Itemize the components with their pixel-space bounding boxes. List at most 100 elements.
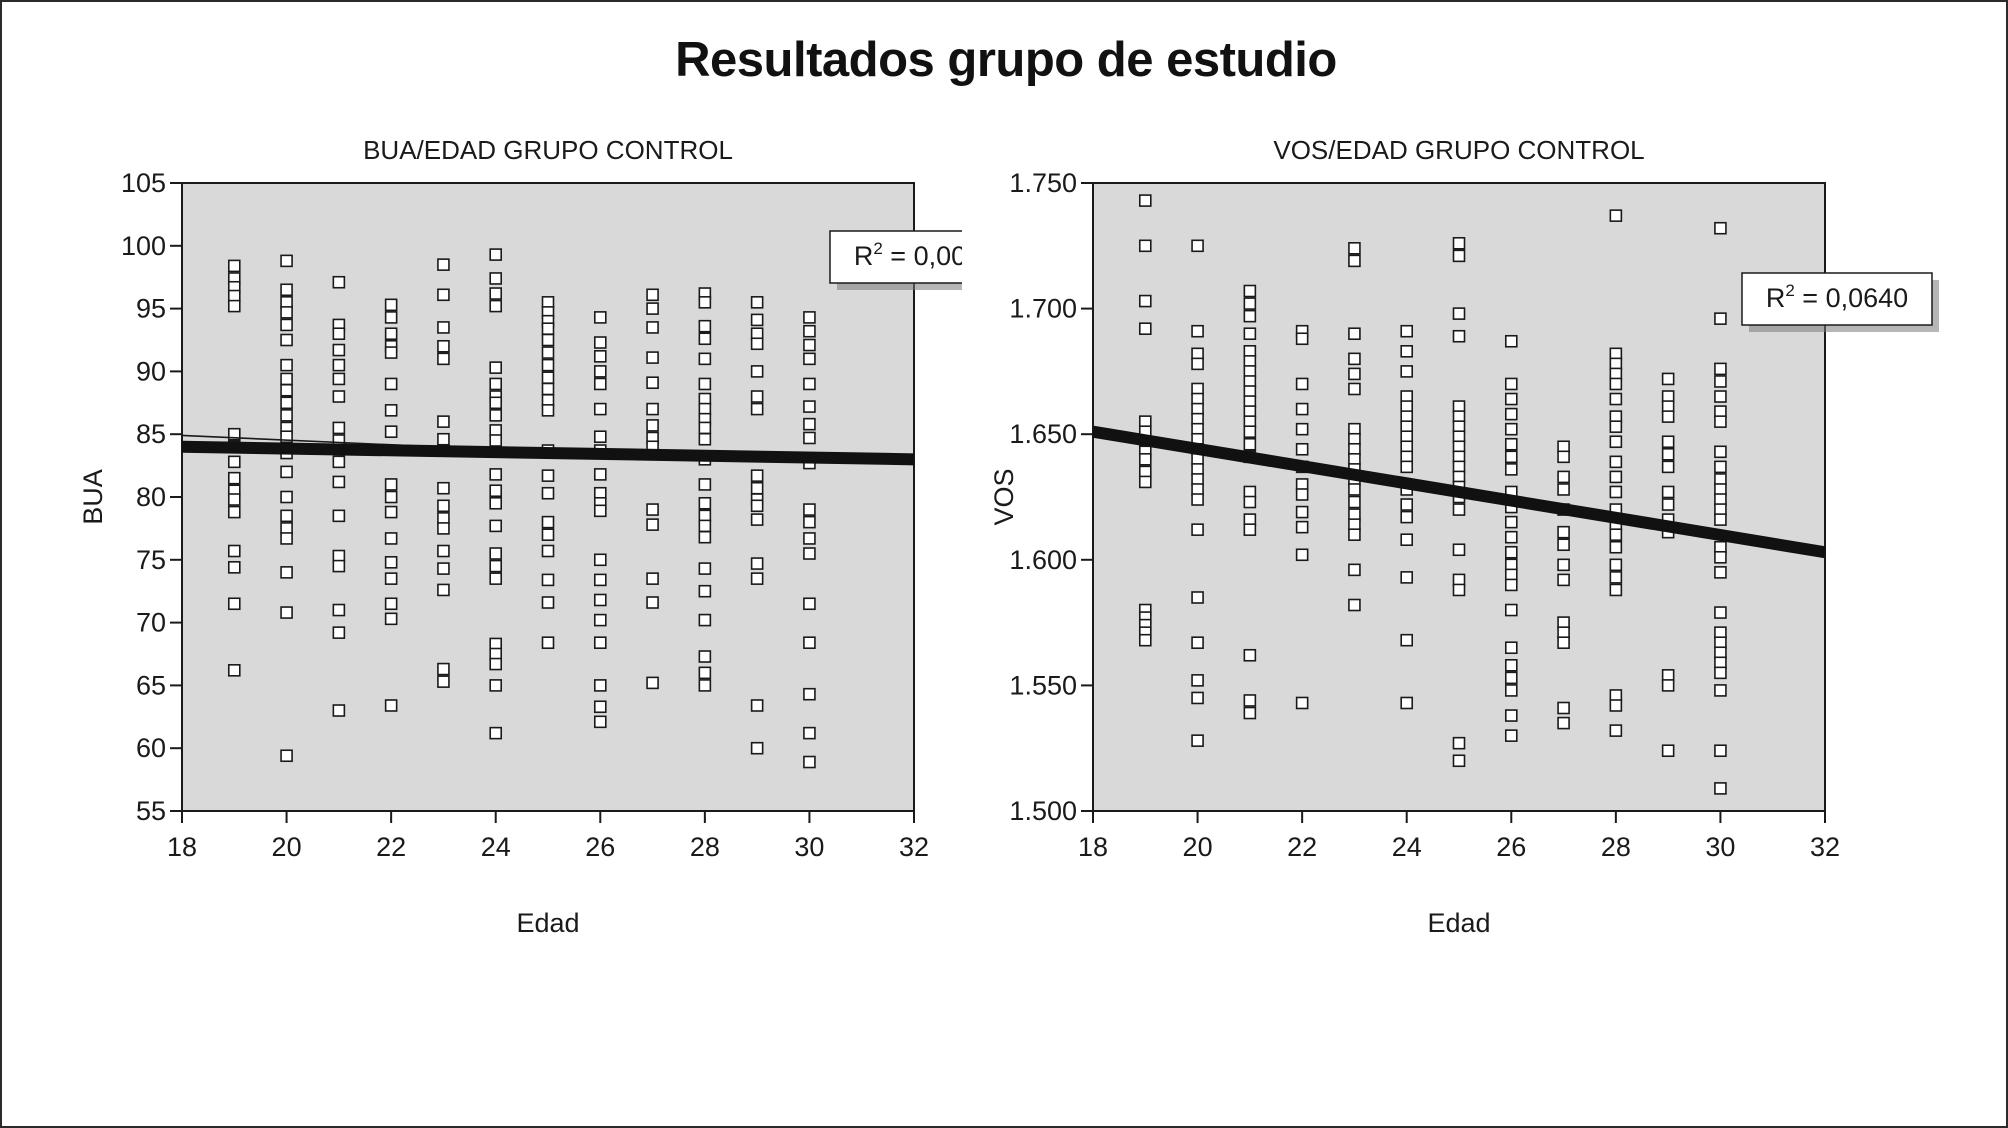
data-point [750,499,764,513]
data-point [1714,550,1727,564]
data-point [1714,666,1727,680]
data-point [489,572,503,585]
data-point [280,383,293,397]
data-point [332,559,346,573]
data-point [593,365,607,378]
data-point [1243,284,1257,298]
data-point [803,687,816,701]
data-point [698,377,712,391]
data-point [593,468,607,481]
data-point [1609,583,1623,597]
r2-box [829,230,962,284]
data-point [1714,312,1727,325]
data-point [280,396,293,410]
y-tick-label: 55 [136,796,166,826]
data-point [1661,410,1675,423]
data-point [280,430,293,444]
y-tick-label: 60 [136,733,166,763]
data-point [1191,591,1204,604]
data-point [332,327,346,341]
data-point [437,258,450,271]
data-point [280,372,293,386]
data-point [1609,435,1623,449]
x-tick-label: 28 [690,832,720,862]
data-point [332,509,346,523]
data-point [1295,505,1309,519]
data-point [332,626,346,639]
data-point [1504,684,1518,697]
data-point [1348,528,1361,541]
data-point [1609,571,1623,584]
data-point [1191,523,1204,536]
data-point [698,650,712,663]
data-point [489,496,503,510]
data-point [332,343,346,357]
data-point [698,421,712,435]
data-point [1661,679,1675,692]
data-point [1504,578,1518,592]
data-point [1295,548,1309,562]
data-point [280,318,293,332]
data-point [541,573,555,587]
data-point [1138,194,1152,207]
data-point [489,299,503,313]
r2-box [1741,272,1933,326]
data-point [227,505,241,519]
data-point [1400,324,1414,338]
data-point [646,402,659,416]
data-point [1609,528,1623,541]
data-point [437,544,450,558]
data-point [489,679,503,692]
x-tick-label: 26 [1496,832,1526,862]
y-tick-label: 1.500 [1009,796,1077,826]
data-point [280,749,293,763]
data-point [1348,598,1361,612]
data-point [593,311,607,324]
y-tick-label: 1.650 [1009,419,1077,449]
data-point [384,505,398,519]
data-point [593,553,607,567]
x-tick-label: 28 [1601,832,1631,862]
data-point [803,503,816,516]
data-point [1557,470,1570,484]
data-point [384,556,398,569]
data-point [1504,641,1518,655]
data-point [750,513,764,526]
data-point [384,478,398,491]
data-point [1348,495,1361,509]
data-point [541,333,555,347]
data-point [1348,242,1361,255]
y-tick-label: 1.550 [1009,670,1077,700]
data-point [750,572,764,585]
data-point [750,296,764,309]
data-point [698,319,712,333]
data-point [1714,415,1727,428]
data-point [1557,538,1570,552]
data-point [593,504,607,518]
data-point [384,699,398,712]
data-point [227,299,241,313]
data-point [1504,671,1518,685]
y-tick-label: 90 [136,356,166,386]
data-point [1400,696,1414,710]
data-point [1191,734,1204,747]
data-point [1243,648,1257,662]
data-point [750,390,764,403]
data-point [698,613,712,627]
data-point [489,361,503,374]
data-point [803,324,816,338]
y-axis-label: VOS [989,468,1019,525]
data-point [1504,709,1518,722]
data-point [803,726,816,740]
data-point [698,584,712,598]
y-tick-label: 1.600 [1009,545,1077,575]
data-point [1138,475,1152,489]
data-point [593,402,607,416]
data-point [332,421,346,435]
r2-annotation: R2 = 0,0640 [1766,281,1908,313]
data-point [1138,239,1152,253]
data-point [280,254,293,268]
data-point [1557,450,1570,464]
data-point [437,339,450,353]
data-point [384,346,398,359]
